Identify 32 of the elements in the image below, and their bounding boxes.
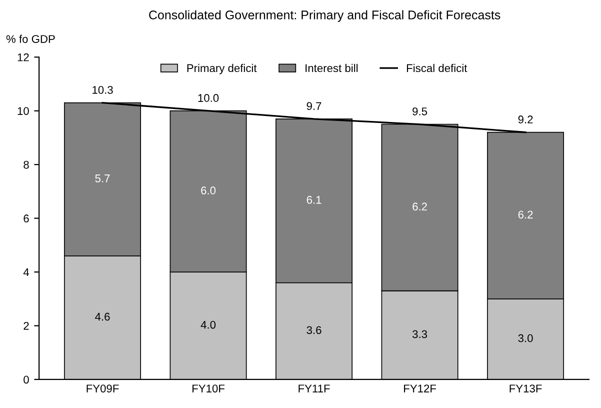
x-tick-label: FY12F xyxy=(404,384,436,392)
x-tick-label: FY09F xyxy=(86,384,119,392)
x-tick-label: FY13F xyxy=(510,384,542,392)
y-tick-label: 4 xyxy=(23,268,30,276)
data-label: 5.7 xyxy=(95,174,110,182)
y-tick-label: 6 xyxy=(24,214,29,222)
data-label: 3.3 xyxy=(412,330,428,338)
chart-title: Consolidated Government: Primary and Fiscal Deficit Forecasts xyxy=(149,10,500,22)
data-label: 4.6 xyxy=(95,312,110,321)
y-tick-label: 12 xyxy=(18,53,29,62)
data-label: 6.0 xyxy=(201,186,216,194)
data-label: 6.1 xyxy=(306,196,322,204)
y-axis-title: % fo GDP xyxy=(6,34,55,43)
data-label: 4.0 xyxy=(200,320,216,329)
y-tick-label: 10 xyxy=(18,107,29,115)
y-tick-label: 0 xyxy=(24,376,29,384)
x-tick-label: FY11F xyxy=(298,384,330,392)
data-label: 3.6 xyxy=(306,326,322,334)
data-label: 10.0 xyxy=(198,94,219,102)
legend-label: Primary deficit xyxy=(187,64,257,74)
x-tick-label: FY10F xyxy=(192,384,224,392)
data-label: 10.3 xyxy=(92,86,113,94)
y-tick-label: 2 xyxy=(24,322,29,330)
data-label: 6.2 xyxy=(518,210,533,219)
y-tick-label: 8 xyxy=(24,160,29,169)
data-label: 9.5 xyxy=(412,107,428,116)
legend-label: Fiscal deficit xyxy=(406,64,468,72)
data-label: 6.2 xyxy=(412,202,427,211)
data-label: 3.0 xyxy=(518,334,533,342)
data-label: 9.7 xyxy=(306,102,322,110)
data-label: 9.2 xyxy=(518,116,533,124)
legend-label: Interest bill xyxy=(306,64,358,72)
